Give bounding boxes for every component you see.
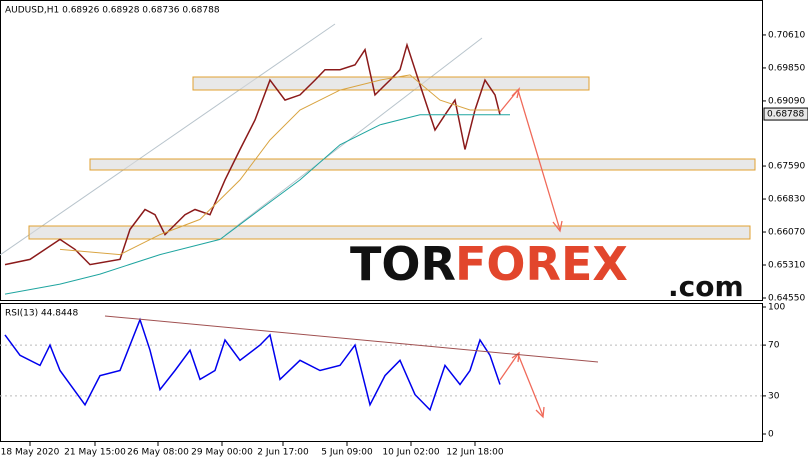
series-line [4, 317, 501, 412]
series-line [59, 74, 500, 256]
x-tick-label: 10 Jun 02:00 [382, 448, 439, 458]
watermark-tor: TOR [350, 237, 456, 291]
x-tick-label: 29 May 00:00 [191, 448, 253, 458]
rsi-title: RSI(13) 44.8448 [5, 309, 78, 319]
support-zone [89, 158, 756, 171]
y-tick-label: 30 [768, 391, 780, 401]
price-title: AUDUSD,H1 0.68926 0.68928 0.68736 0.6878… [5, 6, 220, 16]
x-tick-label: 18 May 2020 [1, 448, 60, 458]
y-tick-label: 0.69850 [768, 63, 805, 73]
y-tick-label: 0.67590 [768, 162, 805, 172]
forecast-arrows [499, 86, 563, 419]
y-tick-label: 0.65310 [768, 261, 805, 271]
y-tick-label: 0.69090 [768, 96, 805, 106]
price-panel-border [0, 0, 763, 301]
rsi-trendline [104, 315, 599, 363]
y-tick-label: 0.66830 [768, 195, 805, 205]
last-price-label: 0.68788 [767, 110, 804, 120]
y-tick-label: 0.64550 [768, 294, 805, 304]
last-price-box [763, 107, 808, 121]
watermark: TOR FOREX .com [350, 237, 744, 303]
channel-line [224, 37, 483, 236]
y-tick-label: 0 [768, 430, 774, 440]
y-tick-label: 100 [768, 303, 785, 313]
watermark-forex: FOREX [455, 237, 628, 291]
support-zone [28, 225, 751, 240]
x-tick-label: 5 Jun 09:00 [321, 448, 373, 458]
x-tick-label: 12 Jun 18:00 [446, 448, 503, 458]
channel-line [0, 23, 336, 256]
watermark-com: .com [668, 270, 744, 303]
y-tick-label: 70 [768, 341, 780, 351]
series-line [4, 114, 510, 295]
y-tick-label: 0.70610 [768, 30, 805, 40]
x-tick-label: 21 May 15:00 [64, 448, 126, 458]
rsi-panel-border [0, 303, 763, 442]
x-tick-label: 26 May 08:00 [127, 448, 189, 458]
plot: 0.70610 0.69850 0.69090 0.67590 0.66830 0.660… [0, 30, 808, 458]
x-tick-label: 2 Jun 17:00 [257, 448, 309, 458]
y-tick-label: 0.66070 [768, 228, 805, 238]
